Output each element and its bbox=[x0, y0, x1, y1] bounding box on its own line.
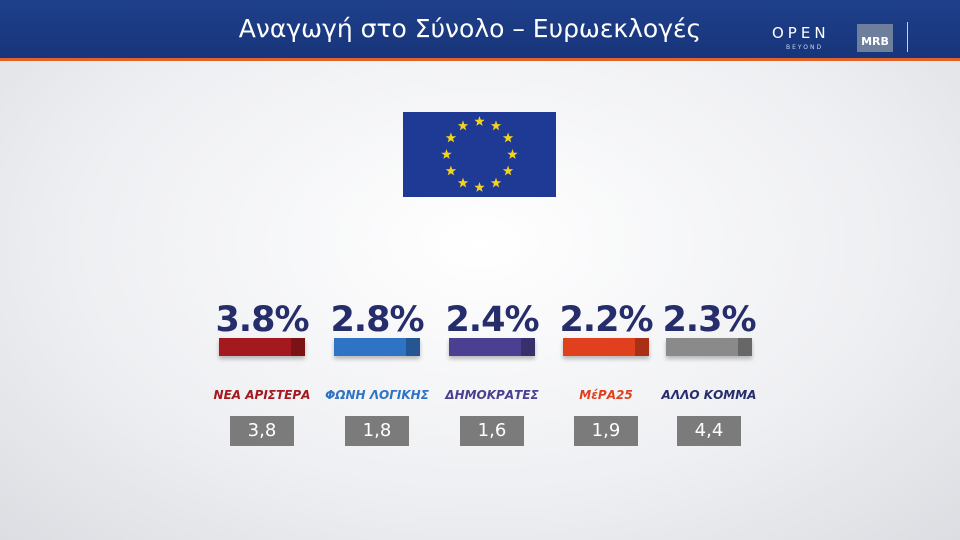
bar-shade bbox=[738, 338, 752, 356]
brand: OPEN bbox=[772, 24, 830, 42]
star bbox=[474, 182, 485, 192]
party-logo: ΑΛΛΟ ΚΟΜΜΑ bbox=[661, 388, 757, 402]
result-bar bbox=[334, 338, 420, 356]
title: Αναγωγή στο Σύνολο – Ευρωεκλογές bbox=[238, 14, 702, 43]
previous-result: 1,9 bbox=[574, 416, 638, 446]
brand-sub: BEYOND bbox=[786, 44, 824, 51]
header: Αναγωγή στο Σύνολο – Ευρωεκλογές OPEN BE… bbox=[0, 0, 960, 61]
result-bar bbox=[449, 338, 535, 356]
result-bar bbox=[666, 338, 752, 356]
previous-result: 1,6 bbox=[460, 416, 524, 446]
previous-result: 3,8 bbox=[230, 416, 294, 446]
bar-shade bbox=[406, 338, 420, 356]
result-bar bbox=[219, 338, 305, 356]
bar-shade bbox=[291, 338, 305, 356]
party-logo: ΝΕΑ ΑΡΙΣΤΕΡΑ bbox=[213, 388, 311, 402]
result-bar bbox=[563, 338, 649, 356]
star bbox=[457, 120, 469, 131]
eu-flag bbox=[403, 112, 556, 197]
star bbox=[441, 149, 452, 159]
bar-shade bbox=[635, 338, 649, 356]
party-logo: ΦΩΝΗ ΛΟΓΙΚΗΣ bbox=[325, 388, 429, 402]
star bbox=[502, 132, 514, 143]
previous-result: 1,8 bbox=[345, 416, 409, 446]
separator bbox=[907, 22, 908, 52]
star bbox=[445, 132, 457, 143]
result: 2.8% bbox=[330, 300, 424, 340]
star bbox=[445, 165, 457, 176]
party-logo: ΜέΡΑ25 bbox=[579, 388, 633, 402]
result: 2.2% bbox=[559, 300, 653, 340]
bar-shade bbox=[521, 338, 535, 356]
star bbox=[474, 116, 485, 126]
star bbox=[490, 120, 502, 131]
star bbox=[502, 165, 514, 176]
star bbox=[507, 149, 518, 159]
party-logo: ΔΗΜΟΚΡΑΤΕΣ bbox=[445, 388, 539, 402]
star bbox=[457, 177, 469, 188]
previous-result: 4,4 bbox=[677, 416, 741, 446]
star bbox=[490, 177, 502, 188]
result: 2.4% bbox=[445, 300, 539, 340]
pollster: MRB bbox=[857, 24, 893, 52]
result: 3.8% bbox=[215, 300, 309, 340]
result: 2.3% bbox=[662, 300, 756, 340]
